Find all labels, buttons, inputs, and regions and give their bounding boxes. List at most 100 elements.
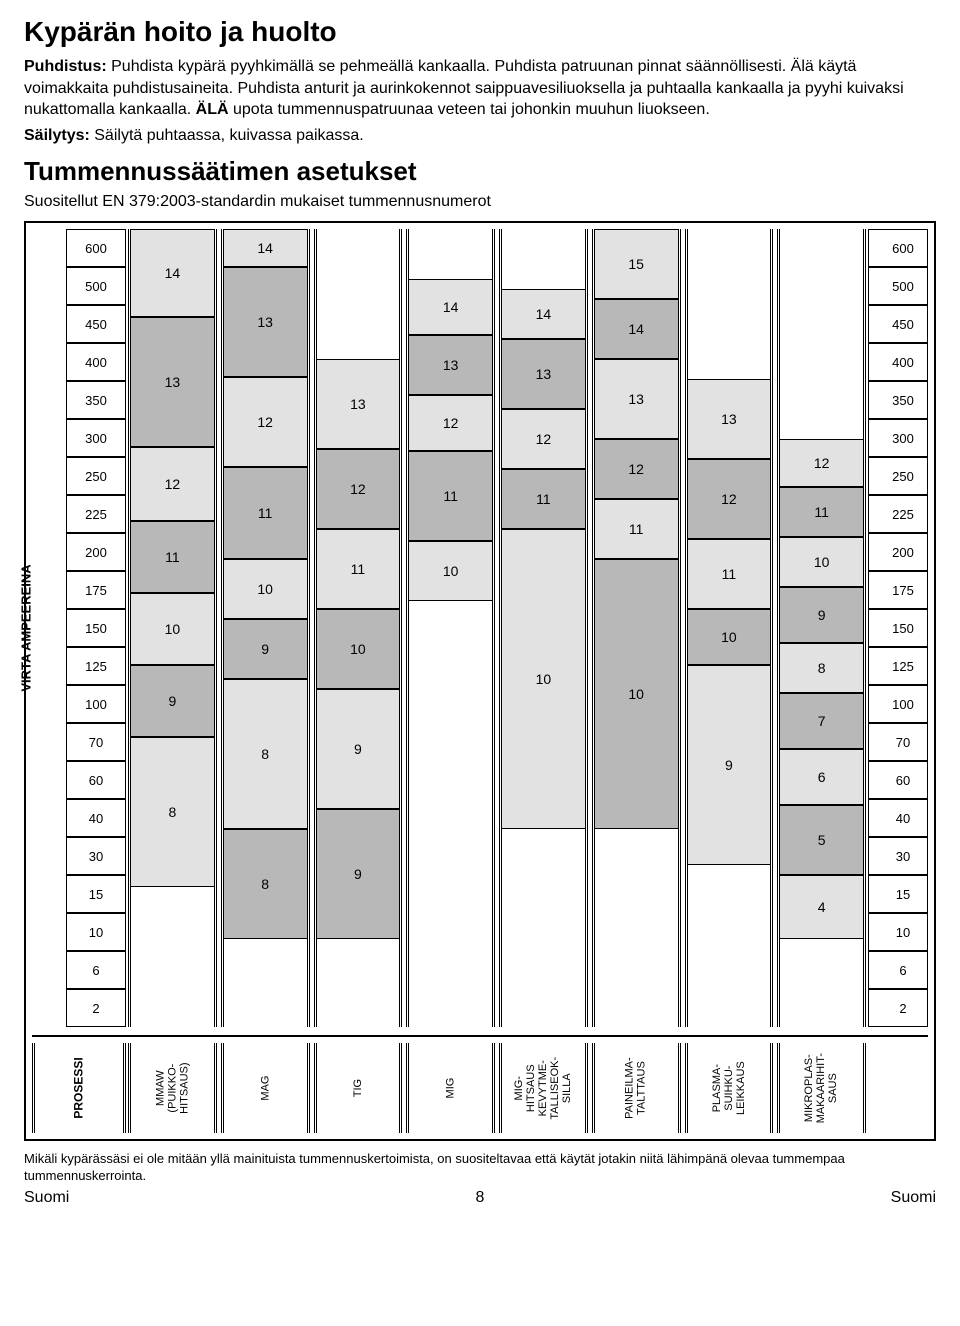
scale-cell: 40 — [66, 799, 126, 837]
shade-segment: 8 — [780, 643, 863, 693]
shade-segment — [688, 865, 771, 989]
shade-segment: 9 — [688, 665, 771, 865]
process-col: MAG — [221, 1043, 310, 1133]
shade-segment: 11 — [502, 469, 585, 529]
scale-cell: 350 — [66, 381, 126, 419]
shade-segment: 13 — [224, 267, 307, 377]
shade-segment: 14 — [131, 229, 214, 317]
shade-segment: 6 — [780, 749, 863, 805]
shade-segment — [224, 939, 307, 989]
shade-segment: 11 — [131, 521, 214, 593]
shade-segment: 10 — [780, 537, 863, 587]
page-title: Kypärän hoito ja huolto — [24, 16, 936, 48]
process-name: MIG-HITSAUSKEVYTME-TALLISEOK-SILLA — [513, 1057, 573, 1120]
bar-col-mag: 1413121110988 — [221, 229, 310, 1027]
chart-body: VIRTA AMPEEREINA 60050045040035030025022… — [32, 229, 928, 1027]
shade-segment: 10 — [502, 529, 585, 829]
scale-cell: 10 — [66, 913, 126, 951]
scale-cell: 100 — [868, 685, 928, 723]
bar-col-tig: 1312111099 — [314, 229, 403, 1027]
scale-cell: 15 — [868, 875, 928, 913]
shade-chart: VIRTA AMPEEREINA 60050045040035030025022… — [24, 221, 936, 1141]
shade-segment: 12 — [502, 409, 585, 469]
process-col: MIG — [406, 1043, 495, 1133]
scale-cell: 225 — [66, 495, 126, 533]
shade-segment — [502, 229, 585, 289]
shade-segment — [595, 829, 678, 989]
shade-segment: 8 — [224, 829, 307, 939]
shade-segment: 11 — [780, 487, 863, 537]
scale-cell: 6 — [66, 951, 126, 989]
shade-segment: 10 — [224, 559, 307, 619]
scale-cell: 600 — [868, 229, 928, 267]
shade-segment: 12 — [131, 447, 214, 521]
shade-segment: 12 — [317, 449, 400, 529]
scale-cell: 15 — [66, 875, 126, 913]
para-cleaning: Puhdistus: Puhdista kypärä pyyhkimällä s… — [24, 56, 936, 121]
process-name: PLASMA-SUIHKU-LEIKKAUS — [711, 1061, 747, 1115]
para-storage: Säilytys: Säilytä puhtaassa, kuivassa pa… — [24, 125, 936, 147]
process-cols: MMAW(PUIKKO-HITSAUS)MAGTIGMIGMIG-HITSAUS… — [126, 1043, 868, 1133]
section-title: Tummennussäätimen asetukset — [24, 156, 936, 187]
scale-cell: 150 — [66, 609, 126, 647]
scale-cell: 200 — [66, 533, 126, 571]
footnote: Mikäli kypärässäsi ei ole mitään yllä ma… — [24, 1151, 936, 1185]
shade-segment: 8 — [131, 737, 214, 887]
scale-left: 6005004504003503002502252001751501251007… — [66, 229, 126, 1027]
shade-segment: 13 — [502, 339, 585, 409]
process-name: MAG — [259, 1076, 271, 1101]
process-col: PLASMA-SUIHKU-LEIKKAUS — [685, 1043, 774, 1133]
shade-segment: 11 — [409, 451, 492, 541]
shade-segment: 13 — [317, 359, 400, 449]
scale-cell: 150 — [868, 609, 928, 647]
shade-segment: 14 — [224, 229, 307, 267]
process-spacer — [868, 1043, 928, 1133]
para2-label: Säilytys: — [24, 127, 90, 144]
shade-segment: 10 — [317, 609, 400, 689]
scale-cell: 450 — [66, 305, 126, 343]
scale-cell: 100 — [66, 685, 126, 723]
para1-label: Puhdistus: — [24, 58, 107, 75]
scale-cell: 300 — [868, 419, 928, 457]
bar-col-mig-kevyt: 1413121110 — [499, 229, 588, 1027]
shade-segment: 11 — [317, 529, 400, 609]
bar-col-mmaw: 141312111098 — [128, 229, 217, 1027]
footer-left: Suomi — [24, 1189, 69, 1207]
shade-segment: 12 — [224, 377, 307, 467]
bar-col-mig: 1413121110 — [406, 229, 495, 1027]
shade-segment: 13 — [595, 359, 678, 439]
para1-bold2: ÄLÄ — [196, 101, 229, 118]
scale-right: 6005004504003503002502252001751501251007… — [868, 229, 928, 1027]
shade-segment: 9 — [131, 665, 214, 737]
process-col: MIKROPLAS-MAKAARIHIT-SAUS — [777, 1043, 866, 1133]
shade-segment: 12 — [595, 439, 678, 499]
scale-cell: 250 — [66, 457, 126, 495]
shade-segment: 12 — [780, 439, 863, 487]
scale-cell: 125 — [868, 647, 928, 685]
process-name: TIG — [352, 1079, 364, 1097]
bar-col-paineilma: 151413121110 — [592, 229, 681, 1027]
shade-segment: 11 — [688, 539, 771, 609]
process-col: TIG — [314, 1043, 403, 1133]
scale-cell: 2 — [66, 989, 126, 1027]
footer: Suomi 8 Suomi — [24, 1189, 936, 1207]
shade-segment: 9 — [780, 587, 863, 643]
shade-segment — [688, 229, 771, 379]
shade-segment: 13 — [131, 317, 214, 447]
scale-cell: 300 — [66, 419, 126, 457]
shade-segment: 12 — [409, 395, 492, 451]
shade-segment: 9 — [317, 689, 400, 809]
process-col: MIG-HITSAUSKEVYTME-TALLISEOK-SILLA — [499, 1043, 588, 1133]
scale-cell: 70 — [868, 723, 928, 761]
scale-cell: 225 — [868, 495, 928, 533]
shade-segment: 14 — [409, 279, 492, 335]
shade-segment: 9 — [224, 619, 307, 679]
shade-segment: 13 — [688, 379, 771, 459]
shade-segment: 10 — [688, 609, 771, 665]
para2-text: Säilytä puhtaassa, kuivassa paikassa. — [90, 127, 364, 144]
shade-segment: 8 — [224, 679, 307, 829]
shade-segment — [409, 229, 492, 279]
scale-cell: 6 — [868, 951, 928, 989]
shade-segment: 10 — [595, 559, 678, 829]
scale-cell: 30 — [868, 837, 928, 875]
